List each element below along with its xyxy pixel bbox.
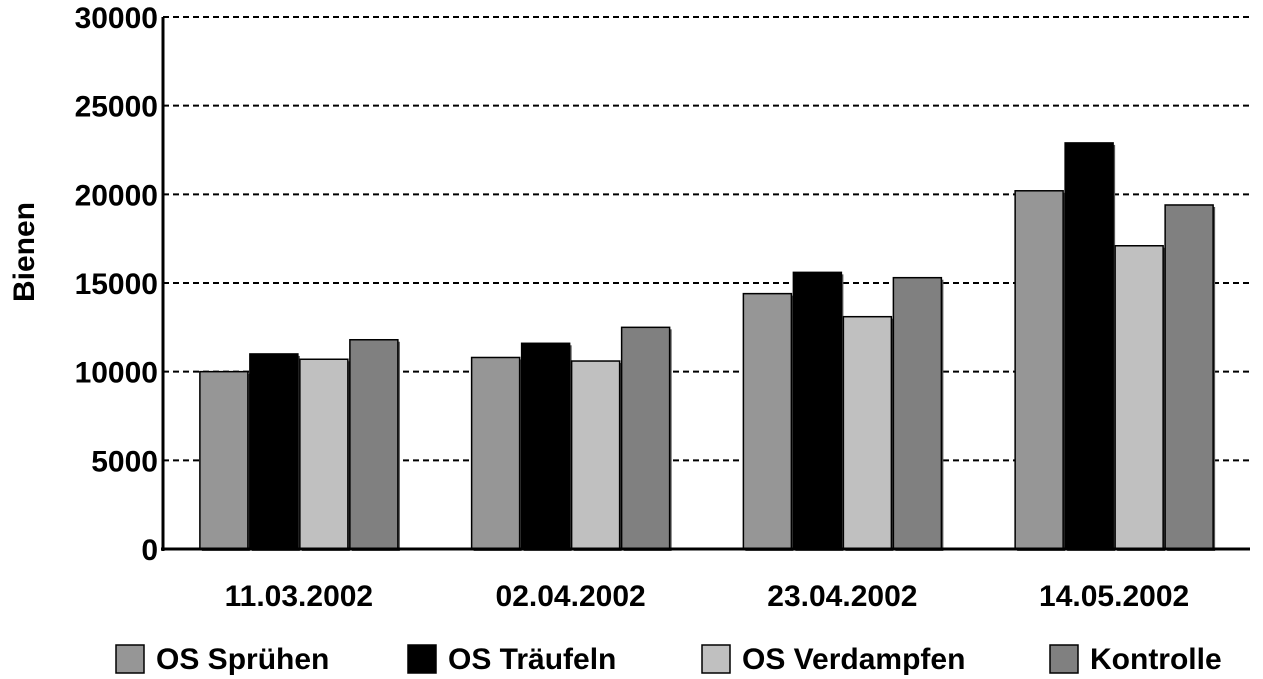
bar — [249, 353, 299, 550]
y-tick-label: 10000 — [75, 357, 158, 390]
legend-swatch — [701, 644, 731, 674]
bar — [349, 338, 399, 550]
bar — [470, 356, 521, 550]
bar — [742, 292, 793, 550]
y-tick-label: 0 — [141, 534, 158, 567]
y-tick-label: 5000 — [91, 445, 158, 478]
y-tick-label: 25000 — [75, 91, 158, 124]
bar — [199, 370, 249, 550]
bar — [520, 342, 571, 550]
legend-label: OS Sprühen — [156, 643, 329, 676]
bar — [842, 315, 893, 550]
bar — [620, 326, 671, 550]
y-axis-title: Bienen — [8, 202, 41, 302]
bar — [892, 276, 943, 550]
legend-swatch — [407, 644, 437, 674]
legend-label: OS Träufeln — [448, 643, 616, 676]
bar — [792, 271, 843, 550]
x-tick-label: 23.04.2002 — [767, 580, 917, 613]
legend-label: OS Verdampfen — [742, 643, 965, 676]
bar — [299, 358, 349, 550]
legend-swatch — [1049, 644, 1079, 674]
bar — [1014, 190, 1064, 550]
y-tick-label: 30000 — [75, 2, 158, 35]
bar — [1064, 142, 1114, 550]
y-tick-label: 20000 — [75, 179, 158, 212]
y-tick-label: 15000 — [75, 268, 158, 301]
legend-label: Kontrolle — [1090, 643, 1222, 676]
bar — [1114, 245, 1164, 550]
x-tick-label: 11.03.2002 — [225, 580, 374, 613]
bar — [570, 360, 621, 550]
bar — [1164, 204, 1214, 550]
x-tick-label: 02.04.2002 — [496, 580, 646, 613]
legend-swatch — [115, 644, 145, 674]
x-tick-label: 14.05.2002 — [1039, 580, 1189, 613]
